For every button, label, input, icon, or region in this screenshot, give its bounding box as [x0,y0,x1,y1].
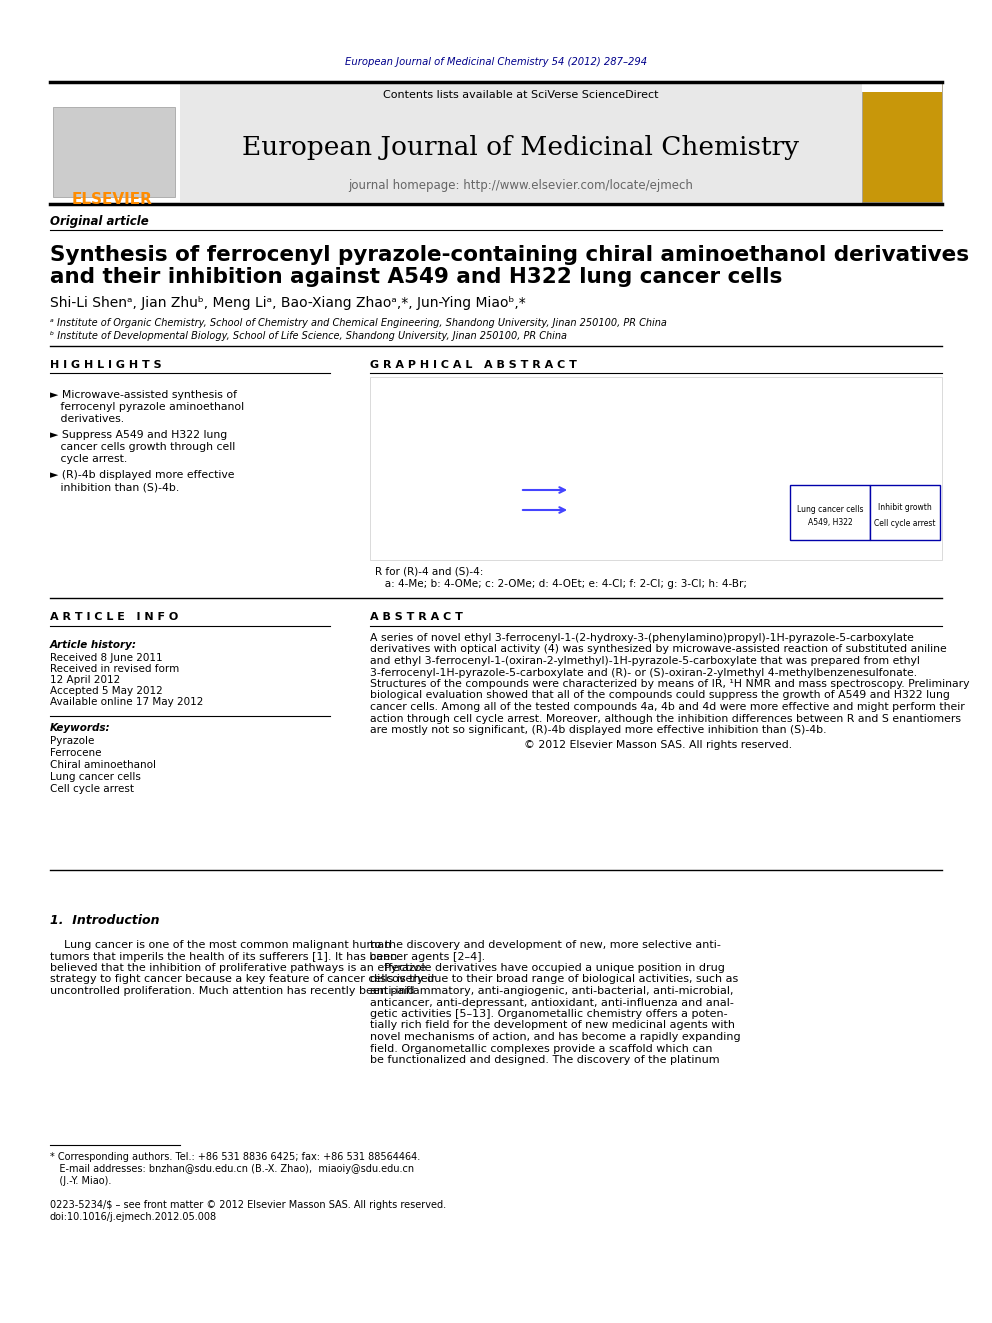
Text: ► Suppress A549 and H322 lung: ► Suppress A549 and H322 lung [50,430,227,441]
Text: inhibition than (S)-4b.: inhibition than (S)-4b. [50,482,180,492]
Bar [870,486,940,540]
Text: Pyrazole derivatives have occupied a unique position in drug: Pyrazole derivatives have occupied a uni… [370,963,725,972]
Text: action through cell cycle arrest. Moreover, although the inhibition differences : action through cell cycle arrest. Moreov… [370,713,961,724]
Text: doi:10.1016/j.ejmech.2012.05.008: doi:10.1016/j.ejmech.2012.05.008 [50,1212,217,1222]
Text: A549, H322: A549, H322 [807,517,852,527]
Text: Inhibit growth: Inhibit growth [878,504,931,512]
Text: discovery due to their broad range of biological activities, such as: discovery due to their broad range of bi… [370,975,738,984]
Text: (J.-Y. Miao).: (J.-Y. Miao). [50,1176,111,1185]
Text: getic activities [5–13]. Organometallic chemistry offers a poten-: getic activities [5–13]. Organometallic … [370,1009,727,1019]
Text: A series of novel ethyl 3-ferrocenyl-1-(2-hydroxy-3-(phenylamino)propyl)-1H-pyra: A series of novel ethyl 3-ferrocenyl-1-(… [370,632,914,643]
Text: 1.  Introduction: 1. Introduction [50,913,160,926]
Text: derivatives.: derivatives. [50,414,124,423]
Text: Keywords:: Keywords: [50,722,111,733]
Text: ᵃ Institute of Organic Chemistry, School of Chemistry and Chemical Engineering, : ᵃ Institute of Organic Chemistry, School… [50,318,667,328]
Text: Lung cancer is one of the most common malignant human: Lung cancer is one of the most common ma… [50,941,392,950]
Bar [370,377,942,560]
Text: Original article: Original article [50,216,149,229]
Text: Chiral aminoethanol: Chiral aminoethanol [50,759,156,770]
Text: A R T I C L E   I N F O: A R T I C L E I N F O [50,613,179,622]
Text: H I G H L I G H T S: H I G H L I G H T S [50,360,162,370]
Text: 12 April 2012: 12 April 2012 [50,675,120,685]
Text: tially rich field for the development of new medicinal agents with: tially rich field for the development of… [370,1020,735,1031]
Text: biological evaluation showed that all of the compounds could suppress the growth: biological evaluation showed that all of… [370,691,950,700]
Text: Cell cycle arrest: Cell cycle arrest [50,785,134,794]
Text: Accepted 5 May 2012: Accepted 5 May 2012 [50,687,163,696]
Text: Synthesis of ferrocenyl pyrazole-containing chiral aminoethanol derivatives: Synthesis of ferrocenyl pyrazole-contain… [50,245,969,265]
Text: field. Organometallic complexes provide a scaffold which can: field. Organometallic complexes provide … [370,1044,712,1053]
Bar [50,82,942,202]
Text: and their inhibition against A549 and H322 lung cancer cells: and their inhibition against A549 and H3… [50,267,783,287]
Bar [862,82,942,202]
Text: uncontrolled proliferation. Much attention has recently been paid: uncontrolled proliferation. Much attenti… [50,986,415,996]
Text: believed that the inhibition of proliferative pathways is an effective: believed that the inhibition of prolifer… [50,963,427,972]
Text: 3-ferrocenyl-1H-pyrazole-5-carboxylate and (R)- or (S)-oxiran-2-ylmethyl 4-methy: 3-ferrocenyl-1H-pyrazole-5-carboxylate a… [370,668,918,677]
Text: derivatives with optical activity (4) was synthesized by microwave-assisted reac: derivatives with optical activity (4) wa… [370,644,946,655]
Text: Contents lists available at SciVerse ScienceDirect: Contents lists available at SciVerse Sci… [383,90,659,101]
Text: Received 8 June 2011: Received 8 June 2011 [50,654,163,663]
Text: cancer agents [2–4].: cancer agents [2–4]. [370,951,485,962]
Bar [53,107,175,197]
Text: ᵇ Institute of Developmental Biology, School of Life Science, Shandong Universit: ᵇ Institute of Developmental Biology, Sc… [50,331,567,341]
Text: Cell cycle arrest: Cell cycle arrest [874,519,935,528]
Text: to the discovery and development of new, more selective anti-: to the discovery and development of new,… [370,941,721,950]
Text: cancer cells growth through cell: cancer cells growth through cell [50,442,235,452]
Text: Available online 17 May 2012: Available online 17 May 2012 [50,697,203,706]
Text: journal homepage: http://www.elsevier.com/locate/ejmech: journal homepage: http://www.elsevier.co… [348,179,693,192]
Text: and ethyl 3-ferrocenyl-1-(oxiran-2-ylmethyl)-1H-pyrazole-5-carboxylate that was : and ethyl 3-ferrocenyl-1-(oxiran-2-ylmet… [370,656,920,665]
Text: tumors that imperils the health of its sufferers [1]. It has been: tumors that imperils the health of its s… [50,951,397,962]
Text: anticancer, anti-depressant, antioxidant, anti-influenza and anal-: anticancer, anti-depressant, antioxidant… [370,998,734,1008]
Text: Ferrocene: Ferrocene [50,747,101,758]
Text: 0223-5234/$ – see front matter © 2012 Elsevier Masson SAS. All rights reserved.: 0223-5234/$ – see front matter © 2012 El… [50,1200,446,1211]
Text: cycle arrest.: cycle arrest. [50,454,127,464]
Bar [50,82,180,202]
Text: * Corresponding authors. Tel.: +86 531 8836 6425; fax: +86 531 88564464.: * Corresponding authors. Tel.: +86 531 8… [50,1152,421,1162]
Text: Lung cancer cells: Lung cancer cells [797,505,863,515]
Text: cancer cells. Among all of the tested compounds 4a, 4b and 4d were more effectiv: cancer cells. Among all of the tested co… [370,703,965,712]
Text: ► Microwave-assisted synthesis of: ► Microwave-assisted synthesis of [50,390,237,400]
Text: novel mechanisms of action, and has become a rapidly expanding: novel mechanisms of action, and has beco… [370,1032,741,1043]
Bar [862,79,942,93]
Text: Article history:: Article history: [50,640,137,650]
Text: ferrocenyl pyrazole aminoethanol: ferrocenyl pyrazole aminoethanol [50,402,244,411]
Text: strategy to fight cancer because a key feature of cancer cells is their: strategy to fight cancer because a key f… [50,975,435,984]
Text: A B S T R A C T: A B S T R A C T [370,613,463,622]
Text: ► (R)-4b displayed more effective: ► (R)-4b displayed more effective [50,470,234,480]
Text: G R A P H I C A L   A B S T R A C T: G R A P H I C A L A B S T R A C T [370,360,577,370]
Text: Received in revised form: Received in revised form [50,664,180,673]
Text: Lung cancer cells: Lung cancer cells [50,773,141,782]
Bar [790,486,870,540]
Text: © 2012 Elsevier Masson SAS. All rights reserved.: © 2012 Elsevier Masson SAS. All rights r… [370,741,793,750]
Text: ELSEVIER: ELSEVIER [71,193,153,208]
Text: Pyrazole: Pyrazole [50,736,94,746]
Text: Structures of the compounds were characterized by means of IR, ¹H NMR and mass s: Structures of the compounds were charact… [370,679,969,689]
Text: Shi-Li Shenᵃ, Jian Zhuᵇ, Meng Liᵃ, Bao-Xiang Zhaoᵃ,*, Jun-Ying Miaoᵇ,*: Shi-Li Shenᵃ, Jian Zhuᵇ, Meng Liᵃ, Bao-X… [50,296,526,310]
Text: be functionalized and designed. The discovery of the platinum: be functionalized and designed. The disc… [370,1054,719,1065]
Text: European Journal of Medicinal Chemistry 54 (2012) 287–294: European Journal of Medicinal Chemistry … [345,57,647,67]
Text: E-mail addresses: bnzhan@sdu.edu.cn (B.-X. Zhao),  miaoiy@sdu.edu.cn: E-mail addresses: bnzhan@sdu.edu.cn (B.-… [50,1164,414,1174]
Text: R for (R)-4 and (S)-4:: R for (R)-4 and (S)-4: [375,568,483,577]
Text: European Journal of Medicinal Chemistry: European Journal of Medicinal Chemistry [242,135,800,160]
Text: anti-inflammatory, anti-angiogenic, anti-bacterial, anti-microbial,: anti-inflammatory, anti-angiogenic, anti… [370,986,733,996]
Text: are mostly not so significant, (R)-4b displayed more effective inhibition than (: are mostly not so significant, (R)-4b di… [370,725,826,736]
Text: a: 4-Me; b: 4-OMe; c: 2-OMe; d: 4-OEt; e: 4-Cl; f: 2-Cl; g: 3-Cl; h: 4-Br;: a: 4-Me; b: 4-OMe; c: 2-OMe; d: 4-OEt; e… [375,579,747,589]
